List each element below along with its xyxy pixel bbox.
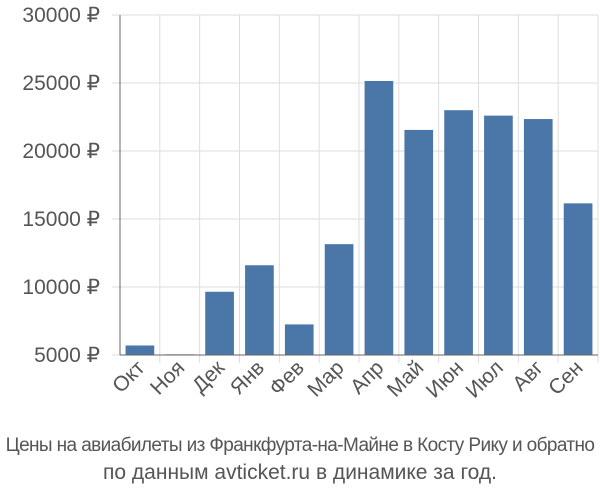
x-tick-label: Окт xyxy=(108,356,150,398)
bars xyxy=(125,80,593,356)
chart-caption-line-2: по данным avticket.ru в динамике за год. xyxy=(103,461,497,484)
y-tick-label: 20000 ₽ xyxy=(22,140,100,163)
bar-1 xyxy=(125,345,155,355)
x-tick-label: Авг xyxy=(508,356,548,396)
x-tick-label: Апр xyxy=(346,356,388,398)
x-tick-label: Май xyxy=(383,356,428,401)
grid-lines xyxy=(112,14,599,363)
bar-4 xyxy=(245,265,274,355)
x-tick-label: Июл xyxy=(462,356,508,402)
bar-11 xyxy=(523,119,553,355)
x-tick-label: Июн xyxy=(422,356,468,402)
y-tick-label: 10000 ₽ xyxy=(22,276,100,299)
y-tick-label: 25000 ₽ xyxy=(22,72,100,95)
x-tick-label: Сен xyxy=(544,356,587,399)
bar-6 xyxy=(324,244,354,355)
y-tick-label: 30000 ₽ xyxy=(22,4,100,27)
bar-3 xyxy=(205,291,234,355)
y-tick-label: 5000 ₽ xyxy=(34,344,100,367)
y-tick-label: 15000 ₽ xyxy=(22,208,100,231)
x-tick-label: Ноя xyxy=(146,356,189,399)
bar-10 xyxy=(484,115,513,355)
x-tick-label: Мар xyxy=(303,356,348,401)
x-tick-label: Янв xyxy=(226,356,269,399)
bar-5 xyxy=(284,324,314,355)
chart-caption-line-1: Цены на авиабилеты из Франкфурта-на-Майн… xyxy=(5,435,595,456)
y-axis-ticks: 5000 ₽ 10000 ₽ 15000 ₽ 20000 ₽ 25000 ₽ 30000 … xyxy=(22,4,100,367)
bar-9 xyxy=(444,110,473,355)
x-tick-label: Фев xyxy=(265,356,309,400)
bar-7 xyxy=(364,80,394,356)
bar-8 xyxy=(404,129,434,355)
x-tick-label: Дек xyxy=(188,356,230,398)
bar-12 xyxy=(563,203,593,355)
axes xyxy=(119,15,598,356)
